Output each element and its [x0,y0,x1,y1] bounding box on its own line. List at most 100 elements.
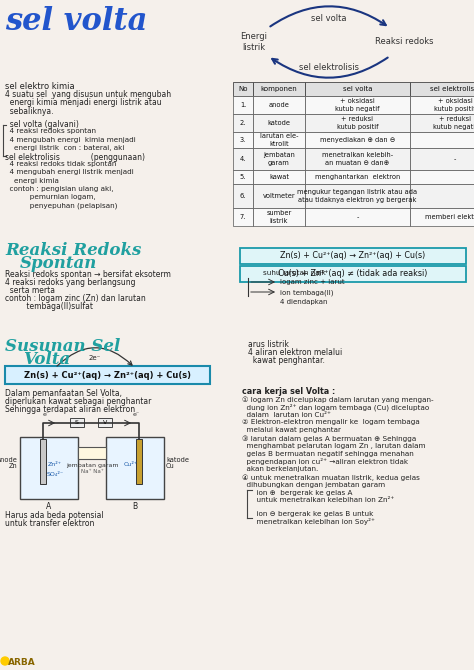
Text: larutan ele-
ktrolit: larutan ele- ktrolit [260,133,298,147]
Bar [233,170,253,184]
Text: pemurnian logam,: pemurnian logam, [5,194,96,200]
Text: sel volta: sel volta [311,14,347,23]
Text: sebaliknya.: sebaliknya. [5,107,54,116]
FancyBboxPatch shape [20,437,78,499]
Text: energi listrik  con : baterai, aki: energi listrik con : baterai, aki [5,145,124,151]
Bar [410,96,474,114]
Text: Harus ada beda potensial: Harus ada beda potensial [5,511,104,520]
Bar [99,418,112,427]
Text: Energi
listrik: Energi listrik [240,32,267,52]
Text: Dalam pemanfaatan Sel Volta,: Dalam pemanfaatan Sel Volta, [5,389,122,398]
Bar [253,208,305,226]
Text: katode: katode [267,120,291,126]
Bar [40,439,46,484]
Bar [136,439,142,484]
FancyArrowPatch shape [272,58,388,78]
Text: + reduksi
kutub negatif: + reduksi kutub negatif [433,117,474,130]
Text: e⁻: e⁻ [43,412,50,417]
Text: serta merta: serta merta [5,286,55,295]
Text: e⁻: e⁻ [132,412,139,417]
Bar [233,114,253,132]
Text: 4 reaksi redoks tidak spontan: 4 reaksi redoks tidak spontan [5,161,117,168]
FancyArrowPatch shape [270,6,386,26]
Text: 4 diendapkan: 4 diendapkan [280,299,328,305]
Bar [253,184,305,208]
Text: tembaga(II)sulfat: tembaga(II)sulfat [5,302,93,311]
Text: menghambat pelarutan logam Zn , larutan dalam: menghambat pelarutan logam Zn , larutan … [242,443,426,449]
Text: 4 suatu sel  yang disusun untuk mengubah: 4 suatu sel yang disusun untuk mengubah [5,90,171,99]
Bar [240,248,466,264]
Text: katode
Cu: katode Cu [166,456,189,470]
Bar [233,184,253,208]
Text: voltmeter: voltmeter [263,193,295,199]
Text: sel elektrolisis             (penggunaan): sel elektrolisis (penggunaan) [5,153,145,162]
Text: dihubungkan dengan jembatan garam: dihubungkan dengan jembatan garam [242,482,385,488]
Text: mengukur tegangan listrik atau ada
atau tidaknya elektron yg bergerak: mengukur tegangan listrik atau ada atau … [298,189,418,203]
Text: 7.: 7. [240,214,246,220]
Text: anode: anode [269,102,290,108]
Text: jembatan
garam: jembatan garam [263,152,295,165]
Text: ion tembaga(II): ion tembaga(II) [280,289,334,295]
Text: Cu²⁺: Cu²⁺ [124,462,138,468]
Text: Sehingga terdapat aliran elektron: Sehingga terdapat aliran elektron [5,405,135,414]
Text: logam zinc + larut: logam zinc + larut [280,279,345,285]
Bar [410,208,474,226]
Bar [70,418,83,427]
Text: sumber
listrik: sumber listrik [266,210,292,224]
Bar [5,366,210,384]
Text: Cu(s) + Zn²⁺(aq) ≠ (tidak ada reaksi): Cu(s) + Zn²⁺(aq) ≠ (tidak ada reaksi) [278,269,428,279]
Text: sel volta: sel volta [343,86,372,92]
Bar [305,82,410,96]
Text: contoh : logam zinc (Zn) dan larutan: contoh : logam zinc (Zn) dan larutan [5,294,146,303]
Text: 2e⁻: 2e⁻ [89,355,101,361]
Bar [410,148,474,170]
Bar [410,114,474,132]
Bar [233,208,253,226]
Bar [410,82,474,96]
Text: 1.: 1. [240,102,246,108]
Text: dalam  larutan ion Cu²⁺: dalam larutan ion Cu²⁺ [242,411,331,417]
Text: 4 reaksi redoks yang berlangsung: 4 reaksi redoks yang berlangsung [5,278,136,287]
Bar [253,148,305,170]
Text: + oksidasi
kutub positif: + oksidasi kutub positif [434,98,474,112]
Text: ARBA: ARBA [8,658,36,667]
Text: V: V [103,421,108,425]
Bar [305,96,410,114]
Text: Na⁺ Na⁺: Na⁺ Na⁺ [81,469,103,474]
Text: Spontan: Spontan [20,255,97,272]
Text: 4 mengubah energi  kimia menjadi: 4 mengubah energi kimia menjadi [5,137,136,143]
Text: Zn(s) + Cu²⁺(aq) → Zn²⁺(aq) + Cu(s): Zn(s) + Cu²⁺(aq) → Zn²⁺(aq) + Cu(s) [24,371,191,379]
Text: Zn²⁺: Zn²⁺ [48,462,62,468]
Text: sel volta: sel volta [5,6,147,37]
Text: anode
Zn: anode Zn [0,456,18,470]
Text: menghantarkan  elektron: menghantarkan elektron [315,174,400,180]
Bar [410,184,474,208]
Text: 5.: 5. [240,174,246,180]
Text: kawat penghantar.: kawat penghantar. [248,356,325,365]
Text: S: S [75,421,79,425]
Text: 2.: 2. [240,120,246,126]
Text: sel elektrolisis: sel elektrolisis [430,86,474,92]
Text: gelas B bermuatan negatif sehingga menahan: gelas B bermuatan negatif sehingga menah… [242,451,414,456]
Text: ion ⊕  bergerak ke gelas A: ion ⊕ bergerak ke gelas A [252,490,353,496]
Text: Reaksi Redoks: Reaksi Redoks [5,242,141,259]
Text: SO₄²⁻: SO₄²⁻ [46,472,64,478]
Text: Susunan Sel: Susunan Sel [5,338,120,355]
Text: ion ⊖ bergerak ke gelas B untuk: ion ⊖ bergerak ke gelas B untuk [252,511,374,517]
Bar [305,170,410,184]
Text: Reaksi redoks: Reaksi redoks [375,38,433,46]
Text: ④ untuk menetralkan muatan listrik, kedua gelas: ④ untuk menetralkan muatan listrik, kedu… [242,474,420,480]
Bar [233,82,253,96]
Text: Volta: Volta [23,351,70,368]
Text: akan berkelanjutan.: akan berkelanjutan. [242,466,318,472]
Bar [253,114,305,132]
Text: energi kimia menjadi energi listrik atau: energi kimia menjadi energi listrik atau [5,98,162,107]
Bar [253,82,305,96]
Text: 4 reaksi redoks spontan: 4 reaksi redoks spontan [5,129,96,135]
FancyArrowPatch shape [57,348,132,366]
Circle shape [1,657,9,665]
Text: penyepuhan (pelapisan): penyepuhan (pelapisan) [5,202,118,209]
Text: A: A [46,502,52,511]
Text: No: No [238,86,248,92]
Text: ① logam Zn dicelupkap dalam larutan yang mengan-: ① logam Zn dicelupkap dalam larutan yang… [242,396,434,403]
